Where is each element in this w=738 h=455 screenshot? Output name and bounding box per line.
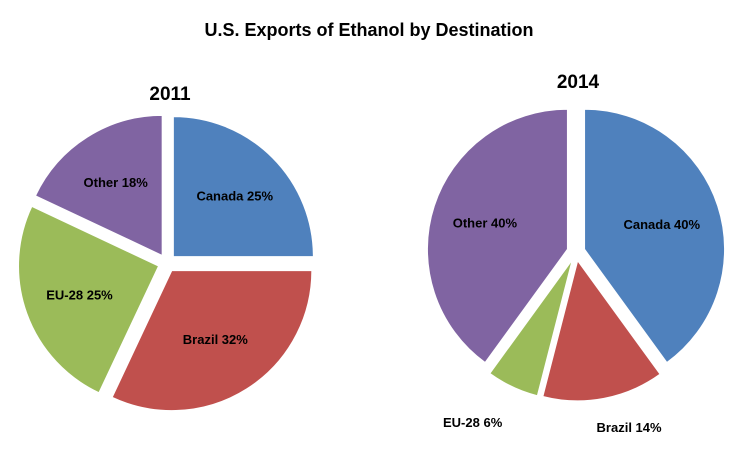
pie-title: 2014	[557, 72, 600, 93]
pie-label-brazil: Brazil 14%	[597, 420, 662, 435]
pie-slice-brazil	[111, 270, 313, 412]
main-title: U.S. Exports of Ethanol by Destination	[204, 20, 534, 40]
pie-slice-other	[34, 114, 163, 257]
pie-label-brazil: Brazil 32%	[183, 332, 248, 347]
pie-label-eu-28: EU-28 6%	[443, 415, 503, 430]
pie-label-other: Other 40%	[453, 215, 518, 230]
pie-slice-canada	[584, 108, 725, 364]
pie-slice-eu-28	[489, 259, 573, 397]
pie-slice-eu-28	[18, 205, 160, 394]
pie-label-other: Other 18%	[84, 175, 149, 190]
pie-2011: 2011 Canada 25% Brazil 32% EU-28 25% Other 1…	[18, 84, 314, 412]
pie-label-canada: Canada 40%	[623, 217, 700, 232]
pie-slice-other	[427, 108, 568, 364]
pie-title: 2011	[149, 84, 191, 105]
pie-label-eu-28: EU-28 25%	[46, 288, 113, 303]
pie-slice-canada	[172, 116, 314, 258]
pie-2014: 2014 Canada 40% Brazil 14% EU-28 6% Other 40…	[427, 72, 725, 435]
pie-label-canada: Canada 25%	[196, 188, 273, 203]
pie-slice-brazil	[542, 259, 661, 402]
